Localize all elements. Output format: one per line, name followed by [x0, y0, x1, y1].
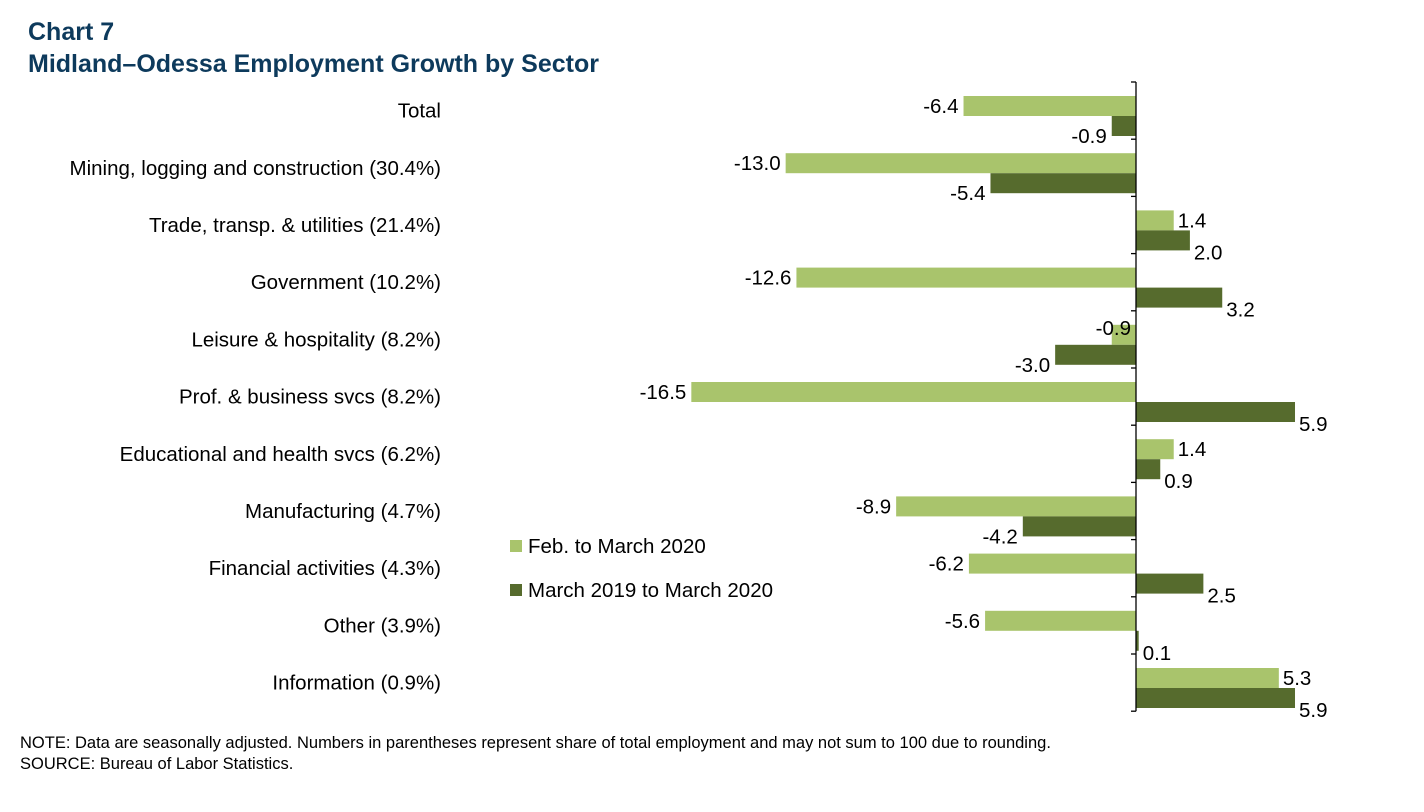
data-label: 2.5: [1207, 585, 1236, 608]
data-label: 5.9: [1299, 413, 1328, 436]
bar-march-2019-2020: [1136, 630, 1139, 651]
data-label: 5.9: [1299, 699, 1328, 722]
data-label: -16.5: [640, 381, 687, 404]
data-label: 1.4: [1178, 209, 1207, 232]
data-label: -4.2: [982, 525, 1017, 548]
category-label: Trade, transp. & utilities (21.4%): [149, 214, 441, 237]
category-label: Total: [398, 100, 441, 123]
chart-source: SOURCE: Bureau of Labor Statistics.: [20, 755, 294, 773]
bar-feb-march-2020: [1136, 439, 1174, 460]
data-label: 0.9: [1164, 470, 1193, 493]
data-label: 2.0: [1194, 241, 1223, 264]
bar-march-2019-2020: [1022, 516, 1136, 537]
bar-feb-march-2020: [968, 553, 1136, 574]
data-label: -12.6: [745, 267, 792, 290]
category-label: Government (10.2%): [251, 271, 441, 294]
data-label: 0.1: [1143, 642, 1172, 665]
legend-label: Feb. to March 2020: [528, 535, 706, 558]
bar-march-2019-2020: [1136, 573, 1204, 594]
bar-march-2019-2020: [1136, 402, 1296, 422]
data-label: -0.9: [1096, 317, 1131, 340]
bar-march-2019-2020: [1136, 459, 1161, 480]
bar-march-2019-2020: [990, 173, 1136, 194]
bar-feb-march-2020: [1111, 324, 1136, 345]
bar-march-2019-2020: [1055, 344, 1136, 365]
data-label: 5.3: [1283, 667, 1312, 690]
bar-feb-march-2020: [785, 153, 1136, 174]
bar-feb-march-2020: [963, 96, 1136, 116]
category-label: Educational and health svcs (6.2%): [120, 443, 441, 466]
bar-feb-march-2020: [985, 610, 1136, 631]
bar-feb-march-2020: [1136, 210, 1174, 231]
bar-march-2019-2020: [1136, 287, 1223, 308]
category-label: Mining, logging and construction (30.4%): [70, 157, 442, 180]
category-label: Manufacturing (4.7%): [245, 500, 441, 523]
chart-number: Chart 7: [28, 18, 115, 46]
data-label: -6.2: [929, 553, 964, 576]
data-label: -5.4: [950, 182, 985, 205]
category-label: Financial activities (4.3%): [209, 557, 441, 580]
category-label: Leisure & hospitality (8.2%): [191, 328, 441, 351]
data-label: -0.9: [1071, 125, 1106, 148]
bar-feb-march-2020: [896, 496, 1136, 517]
legend-swatch-feb-march-2020: [510, 540, 522, 552]
data-label: -5.6: [945, 610, 980, 633]
legend-swatch-march-2019-2020: [510, 584, 522, 596]
bar-march-2019-2020: [1136, 230, 1190, 251]
data-label: -6.4: [923, 95, 958, 118]
bar-feb-march-2020: [796, 267, 1136, 288]
category-label: Information (0.9%): [272, 672, 441, 695]
bar-march-2019-2020: [1136, 688, 1296, 708]
data-label: 3.2: [1226, 299, 1255, 322]
category-label: Prof. & business svcs (8.2%): [179, 386, 441, 409]
chart-note: NOTE: Data are seasonally adjusted. Numb…: [20, 734, 1051, 752]
chart-title: Midland–Odessa Employment Growth by Sect…: [28, 50, 599, 78]
data-label: -13.0: [734, 152, 781, 175]
data-label: 1.4: [1178, 438, 1207, 461]
bar-march-2019-2020: [1111, 116, 1136, 136]
bar-feb-march-2020: [1136, 668, 1279, 688]
data-label: -3.0: [1015, 354, 1050, 377]
category-label: Other (3.9%): [324, 614, 441, 637]
data-label: -8.9: [856, 495, 891, 518]
bar-feb-march-2020: [691, 382, 1136, 402]
legend-label: March 2019 to March 2020: [528, 579, 773, 602]
